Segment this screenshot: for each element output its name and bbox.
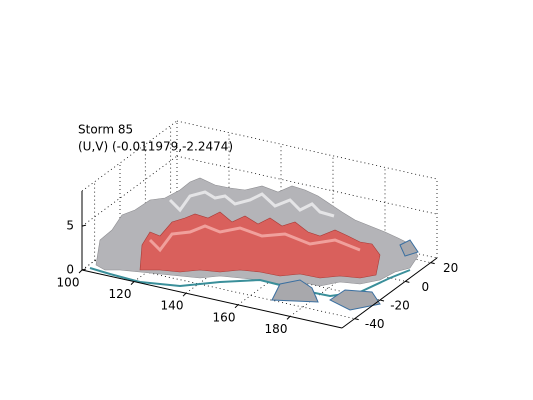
surface-base — [89, 267, 411, 298]
x-tick — [182, 292, 187, 297]
x-tick-label: 140 — [161, 299, 184, 313]
box-edge — [176, 120, 438, 180]
x-tick — [234, 304, 239, 309]
y-tick — [405, 280, 410, 283]
x-axis — [81, 269, 343, 329]
z-tick-label: 5 — [66, 219, 74, 233]
surface-fragments — [271, 239, 419, 311]
x-tick-label: 180 — [265, 322, 288, 336]
z-tick — [81, 224, 87, 227]
surface-highlight — [168, 190, 335, 218]
y-tick — [354, 318, 359, 321]
x-tick — [286, 316, 291, 320]
y-tick — [379, 299, 385, 302]
y-tick-label: 0 — [422, 280, 430, 294]
y-tick-label: 20 — [443, 261, 458, 275]
z-tick — [81, 268, 87, 271]
x-tick-label: 160 — [213, 310, 236, 324]
x-tick — [78, 269, 83, 274]
chart-subtitle: (U,V) (-0.011979,-2.2474) — [78, 140, 233, 154]
y-axis — [341, 257, 438, 329]
y-tick-label: -20 — [390, 299, 410, 313]
isosurface — [89, 177, 419, 311]
y-tick — [430, 262, 435, 265]
x-tick — [130, 281, 135, 285]
x-tick-label: 120 — [109, 287, 132, 301]
surface-red-highlight — [148, 224, 361, 253]
x-tick-label: 100 — [57, 276, 80, 290]
z-tick-label: 0 — [66, 263, 74, 277]
grid-line — [176, 155, 438, 215]
y-tick-label: -40 — [365, 317, 385, 331]
chart-title: Storm 85 — [78, 123, 133, 137]
